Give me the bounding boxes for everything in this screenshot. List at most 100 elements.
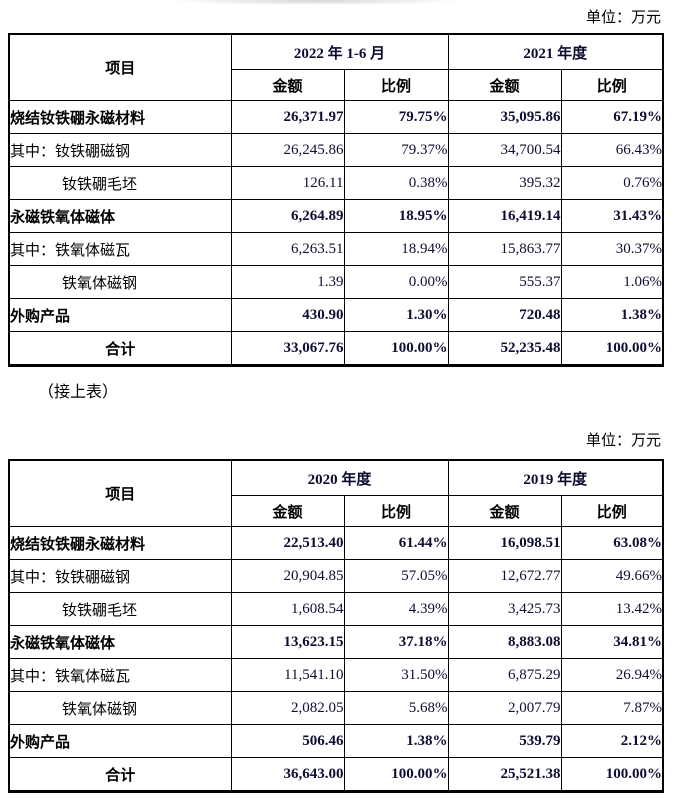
table-row: 铁氧体磁钢 2,082.05 5.68% 2,007.79 7.87% — [8, 691, 664, 725]
amount-cell: 8,883.08 — [447, 625, 562, 659]
row-label: 其中：钕铁硼磁钢 — [8, 559, 232, 593]
col-header-ratio: 比例 — [343, 495, 449, 527]
amount-cell: 430.90 — [230, 298, 345, 332]
ratio-cell: 18.95% — [343, 199, 449, 233]
col-header-period-2020: 2020 年度 — [230, 459, 449, 496]
amount-cell: 25,521.38 — [447, 757, 562, 792]
col-header-item: 项目 — [8, 33, 232, 101]
amount-cell: 3,425.73 — [447, 592, 562, 626]
ratio-cell: 61.44% — [343, 526, 449, 560]
table-row: 钕铁硼毛坯 126.11 0.38% 395.32 0.76% — [8, 166, 664, 200]
col-header-amount: 金额 — [447, 69, 562, 101]
col-header-item: 项目 — [8, 459, 232, 527]
ratio-cell: 5.68% — [343, 691, 449, 725]
table-row: 钕铁硼毛坯 1,608.54 4.39% 3,425.73 13.42% — [8, 592, 664, 626]
table-row: 其中：钕铁硼磁钢 20,904.85 57.05% 12,672.77 49.66% — [8, 559, 664, 593]
scan-artifact — [168, 0, 463, 5]
ratio-cell: 26.94% — [560, 658, 664, 692]
ratio-cell: 1.38% — [343, 724, 449, 758]
table-row: 烧结钕铁硼永磁材料 26,371.97 79.75% 35,095.86 67.19% — [8, 100, 664, 134]
amount-cell: 555.37 — [447, 265, 562, 299]
amount-cell: 33,067.76 — [230, 331, 345, 366]
row-label: 合计 — [8, 331, 232, 366]
row-label: 铁氧体磁钢 — [8, 691, 232, 725]
col-header-amount: 金额 — [230, 69, 345, 101]
table-row: 其中：钕铁硼磁钢 26,245.86 79.37% 34,700.54 66.43% — [8, 133, 664, 167]
col-header-period-2022: 2022 年 1-6 月 — [230, 33, 449, 70]
amount-cell: 35,095.86 — [447, 100, 562, 134]
ratio-cell: 1.30% — [343, 298, 449, 332]
ratio-cell: 100.00% — [560, 331, 664, 366]
col-header-period-2021: 2021 年度 — [447, 33, 664, 70]
ratio-cell: 57.05% — [343, 559, 449, 593]
amount-cell: 16,098.51 — [447, 526, 562, 560]
ratio-cell: 0.38% — [343, 166, 449, 200]
ratio-cell: 79.37% — [343, 133, 449, 167]
ratio-cell: 100.00% — [343, 331, 449, 366]
table-header-row: 项目 2020 年度 2019 年度 — [8, 459, 664, 527]
amount-cell: 126.11 — [230, 166, 345, 200]
row-label: 其中：铁氧体磁瓦 — [8, 658, 232, 692]
row-label: 合计 — [8, 757, 232, 792]
col-header-ratio: 比例 — [343, 69, 449, 101]
row-label: 其中：铁氧体磁瓦 — [8, 232, 232, 266]
table-subheader-row: 金额 比例 金额 比例 — [9, 69, 664, 101]
table-row: 外购产品 430.90 1.30% 720.48 1.38% — [8, 298, 664, 332]
amount-cell: 15,863.77 — [447, 232, 562, 266]
table-row: 永磁铁氧体磁体 13,623.15 37.18% 8,883.08 34.81% — [8, 625, 664, 659]
ratio-cell: 31.50% — [343, 658, 449, 692]
row-label: 烧结钕铁硼永磁材料 — [8, 526, 232, 560]
row-label: 钕铁硼毛坯 — [8, 592, 232, 626]
table-row: 外购产品 506.46 1.38% 539.79 2.12% — [8, 724, 664, 758]
ratio-cell: 13.42% — [560, 592, 664, 626]
col-header-period-2019: 2019 年度 — [447, 459, 664, 496]
row-label: 永磁铁氧体磁体 — [8, 199, 232, 233]
amount-cell: 20,904.85 — [230, 559, 345, 593]
ratio-cell: 66.43% — [560, 133, 664, 167]
amount-cell: 6,875.29 — [447, 658, 562, 692]
table-row: 合计 33,067.76 100.00% 52,235.48 100.00% — [8, 331, 664, 366]
table-body: 烧结钕铁硼永磁材料 26,371.97 79.75% 35,095.86 67.19% 其… — [8, 100, 664, 366]
ratio-cell: 7.87% — [560, 691, 664, 725]
amount-cell: 22,513.40 — [230, 526, 345, 560]
ratio-cell: 100.00% — [560, 757, 664, 792]
col-header-amount: 金额 — [230, 495, 345, 527]
ratio-cell: 2.12% — [560, 724, 664, 758]
ratio-cell: 18.94% — [343, 232, 449, 266]
amount-cell: 13,623.15 — [230, 625, 345, 659]
amount-cell: 2,007.79 — [447, 691, 562, 725]
revenue-table-2020-2019: 项目 2020 年度 2019 年度 金额 比例 金额 比例 烧结钕铁硼永磁材料… — [8, 459, 665, 793]
amount-cell: 6,264.89 — [230, 199, 345, 233]
col-header-ratio: 比例 — [560, 495, 664, 527]
table-row: 永磁铁氧体磁体 6,264.89 18.95% 16,419.14 31.43% — [8, 199, 664, 233]
row-label: 外购产品 — [8, 724, 232, 758]
amount-cell: 1,608.54 — [230, 592, 345, 626]
table-row: 铁氧体磁钢 1.39 0.00% 555.37 1.06% — [8, 265, 664, 299]
ratio-cell: 63.08% — [560, 526, 664, 560]
amount-cell: 1.39 — [230, 265, 345, 299]
ratio-cell: 34.81% — [560, 625, 664, 659]
amount-cell: 52,235.48 — [447, 331, 562, 366]
col-header-amount: 金额 — [447, 495, 562, 527]
revenue-table-2022-2021: 项目 2022 年 1-6 月 2021 年度 金额 比例 金额 比例 烧结钕铁… — [8, 33, 665, 367]
ratio-cell: 37.18% — [343, 625, 449, 659]
ratio-cell: 0.00% — [343, 265, 449, 299]
amount-cell: 26,245.86 — [230, 133, 345, 167]
table-header-row: 项目 2022 年 1-6 月 2021 年度 — [8, 33, 664, 101]
row-label: 钕铁硼毛坯 — [8, 166, 232, 200]
row-label: 外购产品 — [8, 298, 232, 332]
row-label: 铁氧体磁钢 — [8, 265, 232, 299]
amount-cell: 506.46 — [230, 724, 345, 758]
col-header-ratio: 比例 — [560, 69, 664, 101]
table-row: 其中：铁氧体磁瓦 6,263.51 18.94% 15,863.77 30.37% — [8, 232, 664, 266]
amount-cell: 6,263.51 — [230, 232, 345, 266]
unit-label-bottom: 单位：万元 — [585, 433, 661, 449]
ratio-cell: 31.43% — [560, 199, 664, 233]
amount-cell: 12,672.77 — [447, 559, 562, 593]
table-row: 合计 36,643.00 100.00% 25,521.38 100.00% — [8, 757, 664, 792]
table-row: 其中：铁氧体磁瓦 11,541.10 31.50% 6,875.29 26.94% — [8, 658, 664, 692]
ratio-cell: 67.19% — [560, 100, 664, 134]
amount-cell: 539.79 — [447, 724, 562, 758]
ratio-cell: 1.38% — [560, 298, 664, 332]
